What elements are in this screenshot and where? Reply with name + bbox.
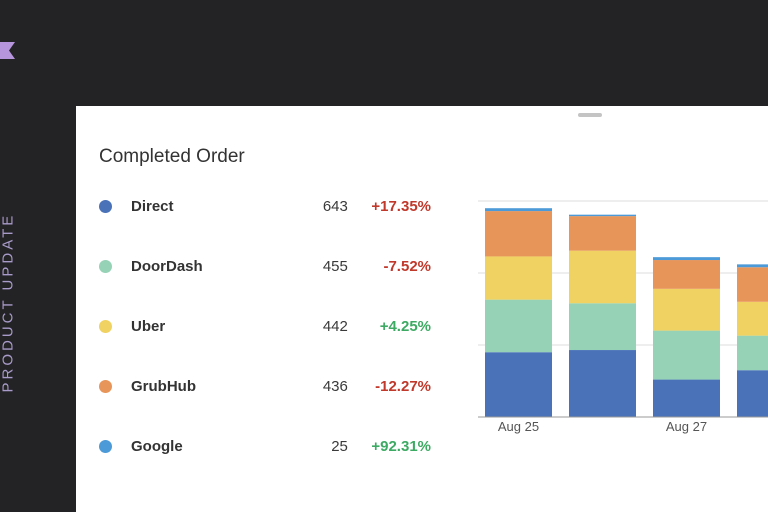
series-dot-icon — [99, 319, 112, 333]
legend-item-direct[interactable]: Direct 643 +17.35% — [99, 194, 431, 218]
legend-item-grubhub[interactable]: GrubHub 436 -12.27% — [99, 374, 431, 398]
legend-item-change: +4.25% — [379, 317, 431, 335]
legend-item-google[interactable]: Google 25 +92.31% — [99, 434, 431, 458]
bar-segment-uber[interactable] — [737, 301, 768, 336]
legend-item-count: 25 — [331, 437, 348, 455]
bar-segment-google[interactable] — [653, 257, 720, 261]
legend-item-count: 442 — [322, 317, 348, 335]
bar-segment-uber[interactable] — [653, 288, 720, 331]
legend-item-change: -12.27% — [375, 377, 431, 395]
legend-item-uber[interactable]: Uber 442 +4.25% — [99, 314, 431, 338]
bar-segment-doordash[interactable] — [569, 303, 636, 351]
legend-item-change: -7.52% — [383, 257, 431, 275]
bookmark-ribbon-icon — [0, 42, 15, 59]
drag-handle[interactable] — [578, 113, 602, 117]
bar-segment-grubhub[interactable] — [737, 267, 768, 302]
legend-item-count: 455 — [322, 257, 348, 275]
bar-segment-google[interactable] — [569, 214, 636, 217]
legend-item-doordash[interactable]: DoorDash 455 -7.52% — [99, 254, 431, 278]
legend-item-name: Google — [131, 437, 183, 455]
bar-segment-uber[interactable] — [569, 250, 636, 304]
card-title: Completed Order — [99, 146, 245, 167]
completed-order-card: Completed Order Direct 643 +17.35% DoorD… — [76, 106, 768, 512]
legend-item-name: GrubHub — [131, 377, 196, 395]
bar-segment-direct[interactable] — [737, 370, 768, 417]
legend-item-count: 436 — [322, 377, 348, 395]
bar-segment-direct[interactable] — [485, 352, 552, 417]
bar-segment-google[interactable] — [485, 208, 552, 212]
bar-segment-direct[interactable] — [653, 379, 720, 417]
bar-segment-grubhub[interactable] — [485, 211, 552, 257]
bar-segment-direct[interactable] — [569, 350, 636, 417]
legend-item-change: +17.35% — [371, 197, 431, 215]
bar-segment-doordash[interactable] — [653, 330, 720, 380]
x-tick-label: Aug 25 — [498, 419, 539, 434]
bar-segment-grubhub[interactable] — [569, 216, 636, 251]
series-dot-icon — [99, 379, 112, 393]
legend-item-name: Direct — [131, 197, 174, 215]
series-dot-icon — [99, 439, 112, 453]
legend-item-change: +92.31% — [371, 437, 431, 455]
legend-item-count: 643 — [322, 197, 348, 215]
series-dot-icon — [99, 259, 112, 273]
completed-order-chart: Aug 25 Aug 27 — [478, 200, 768, 434]
bar-segment-grubhub[interactable] — [653, 260, 720, 289]
series-dot-icon — [99, 199, 112, 213]
legend-item-name: DoorDash — [131, 257, 203, 275]
x-tick-label: Aug 27 — [666, 419, 707, 434]
bar-segment-doordash[interactable] — [737, 335, 768, 371]
bar-segment-uber[interactable] — [485, 256, 552, 300]
bar-segment-doordash[interactable] — [485, 299, 552, 353]
bar-segment-google[interactable] — [737, 264, 768, 268]
legend-item-name: Uber — [131, 317, 166, 335]
product-update-label: PRODUCT UPDATE — [0, 212, 17, 393]
